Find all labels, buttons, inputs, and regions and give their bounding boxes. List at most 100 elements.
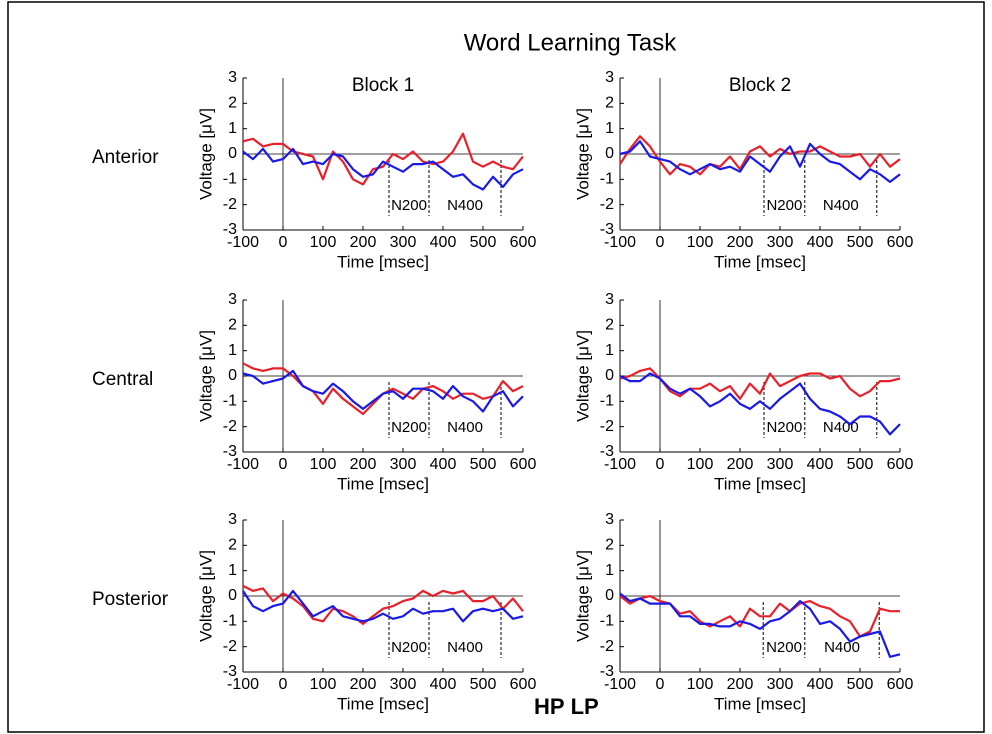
component-label: N200 (766, 419, 802, 436)
y-tick-label: 1 (228, 120, 237, 137)
x-axis-label: Time [msec] (714, 474, 806, 493)
x-tick-label: 300 (390, 676, 417, 693)
row-title: Posterior (92, 589, 169, 610)
erp-line (242, 362, 524, 416)
x-tick-label: 300 (767, 456, 794, 473)
y-axis-label: Voltage [μV] (573, 330, 592, 422)
x-tick-label: 200 (350, 676, 377, 693)
y-tick-label: 3 (228, 69, 237, 86)
x-tick-label: 200 (727, 234, 754, 251)
y-tick-label: 1 (228, 342, 237, 359)
y-tick-label: 1 (605, 562, 614, 579)
row-title: Anterior (92, 147, 159, 168)
frame (7, 1, 985, 733)
x-tick-label: -100 (227, 456, 259, 473)
erp-line (619, 135, 901, 176)
y-axis-label: Voltage [μV] (573, 550, 592, 642)
x-tick-label: 600 (510, 234, 537, 251)
y-tick-label: -2 (223, 196, 237, 213)
y-tick-label: -1 (600, 613, 614, 630)
y-tick-label: 2 (605, 95, 614, 112)
y-tick-label: -2 (600, 418, 614, 435)
y-tick-label: -1 (600, 171, 614, 188)
y-tick-label: 2 (605, 317, 614, 334)
y-tick-label: -3 (223, 221, 237, 238)
y-tick-label: 3 (605, 291, 614, 308)
y-tick-label: -1 (223, 171, 237, 188)
x-axis-label: Time [msec] (337, 694, 429, 713)
x-tick-label: -100 (604, 676, 636, 693)
x-tick-label: -100 (604, 456, 636, 473)
erp-line (242, 147, 524, 191)
x-tick-label: 100 (687, 234, 714, 251)
y-tick-label: -2 (600, 638, 614, 655)
y-tick-label: 2 (228, 317, 237, 334)
x-tick-label: 0 (656, 234, 665, 251)
x-tick-label: -100 (227, 234, 259, 251)
y-tick-label: -3 (600, 663, 614, 680)
x-tick-label: 400 (807, 234, 834, 251)
y-axis-label: Voltage [μV] (573, 108, 592, 200)
x-axis-label: Time [msec] (337, 252, 429, 271)
component-label: N400 (447, 639, 483, 656)
y-tick-label: 3 (228, 511, 237, 528)
x-axis-label: Time [msec] (337, 474, 429, 493)
erp-line (619, 140, 901, 183)
row-title: Central (92, 369, 153, 390)
x-tick-label: 400 (807, 676, 834, 693)
x-axis-label: Time [msec] (714, 694, 806, 713)
x-tick-label: 400 (430, 456, 457, 473)
legend-entry: LP (571, 694, 599, 719)
x-tick-label: 200 (727, 456, 754, 473)
y-axis-label: Voltage [μV] (196, 330, 215, 422)
y-tick-label: -1 (223, 613, 237, 630)
component-label: N200 (391, 639, 427, 656)
y-tick-label: 0 (605, 367, 614, 384)
y-tick-label: -2 (600, 196, 614, 213)
y-tick-label: 3 (605, 511, 614, 528)
y-tick-label: -2 (223, 418, 237, 435)
x-tick-label: 500 (847, 676, 874, 693)
erp-line (619, 594, 900, 638)
y-tick-label: -3 (223, 443, 237, 460)
component-label: N400 (823, 197, 859, 214)
legend-entry: HP (534, 694, 565, 719)
erp-line (619, 372, 901, 436)
x-tick-label: -100 (604, 234, 636, 251)
y-axis-label: Voltage [μV] (196, 550, 215, 642)
x-tick-label: 200 (350, 234, 377, 251)
x-axis-label: Time [msec] (714, 252, 806, 271)
figure-title: Word Learning Task (464, 29, 678, 56)
x-tick-label: 500 (847, 234, 874, 251)
x-tick-label: 0 (279, 676, 288, 693)
component-label: N400 (447, 419, 483, 436)
x-tick-label: 600 (887, 676, 914, 693)
x-tick-label: 400 (430, 676, 457, 693)
column-title: Block 1 (352, 75, 414, 96)
y-tick-label: 2 (228, 537, 237, 554)
erp-line (242, 369, 524, 413)
x-tick-label: 0 (279, 234, 288, 251)
x-tick-label: 200 (350, 456, 377, 473)
y-tick-label: 0 (228, 587, 237, 604)
column-title: Block 2 (729, 75, 791, 96)
x-tick-label: 600 (887, 456, 914, 473)
x-tick-label: 500 (847, 456, 874, 473)
y-tick-label: 0 (605, 145, 614, 162)
x-tick-label: 500 (470, 234, 497, 251)
x-tick-label: -100 (227, 676, 259, 693)
erp-line (619, 367, 901, 400)
component-label: N400 (824, 639, 860, 656)
x-tick-label: 400 (807, 456, 834, 473)
y-tick-label: 0 (605, 587, 614, 604)
y-tick-label: -3 (600, 221, 614, 238)
y-axis-label: Voltage [μV] (196, 108, 215, 200)
x-tick-label: 400 (430, 234, 457, 251)
y-tick-label: 0 (228, 145, 237, 162)
y-tick-label: 1 (605, 342, 614, 359)
component-label: N200 (391, 419, 427, 436)
y-tick-label: 3 (228, 291, 237, 308)
x-tick-label: 100 (687, 456, 714, 473)
x-tick-label: 300 (767, 234, 794, 251)
